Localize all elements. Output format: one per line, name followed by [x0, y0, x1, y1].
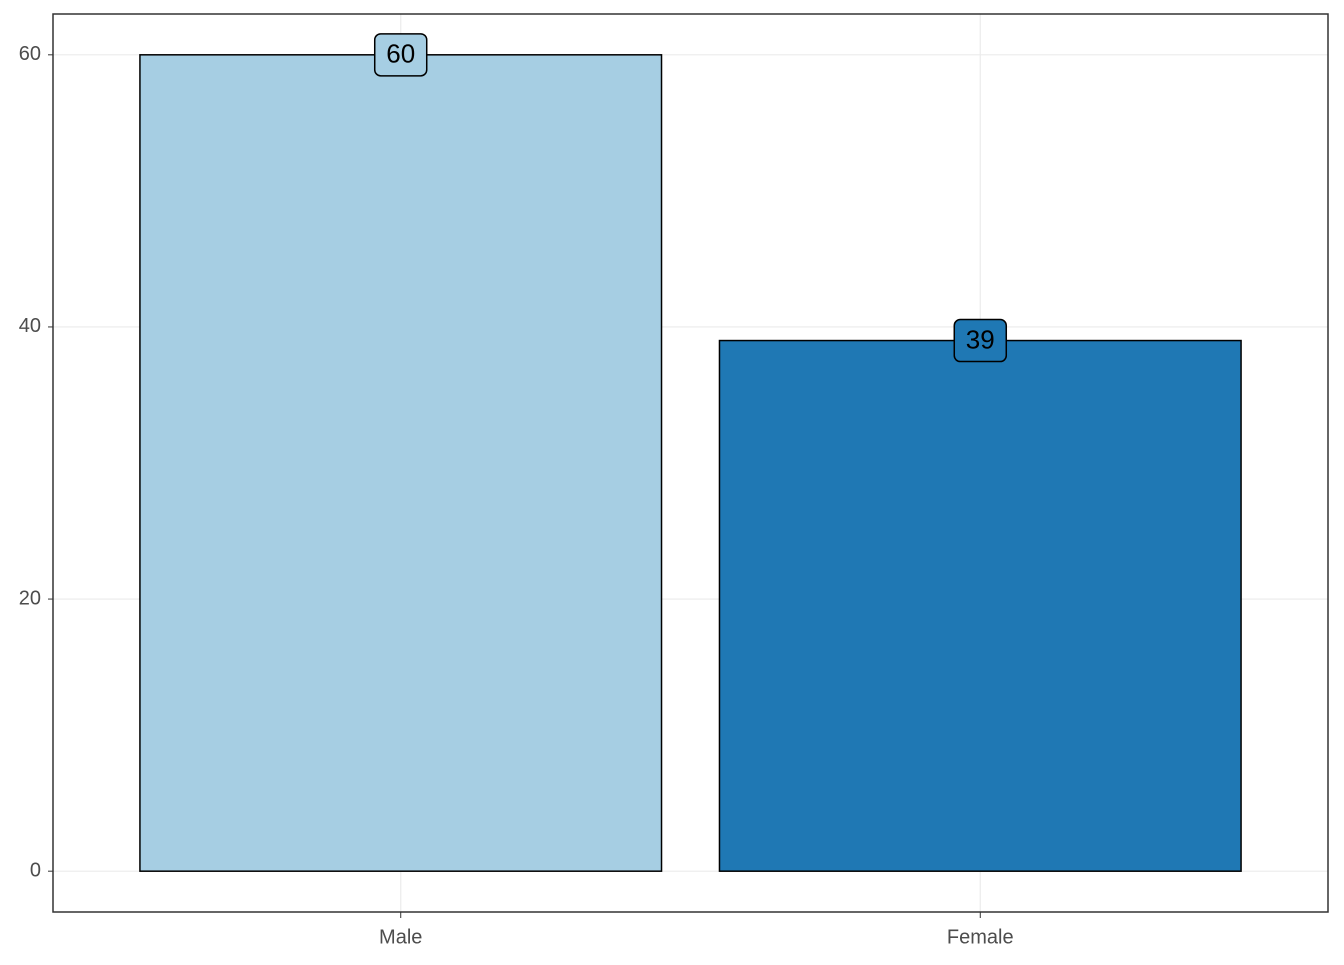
value-label: 39	[966, 324, 995, 354]
panel-border	[52, 13, 1329, 913]
value-label-box	[953, 318, 1008, 363]
y-tick-label: 60	[19, 43, 41, 65]
y-tick-label: 20	[19, 587, 41, 609]
bar	[718, 339, 1242, 872]
value-label: 60	[386, 39, 415, 69]
bar	[139, 54, 663, 872]
x-tick-label: Male	[379, 926, 422, 948]
y-tick-label: 40	[19, 315, 41, 337]
y-tick-label: 0	[30, 859, 41, 881]
value-label-box	[373, 33, 428, 77]
x-tick-label: Female	[947, 926, 1014, 948]
